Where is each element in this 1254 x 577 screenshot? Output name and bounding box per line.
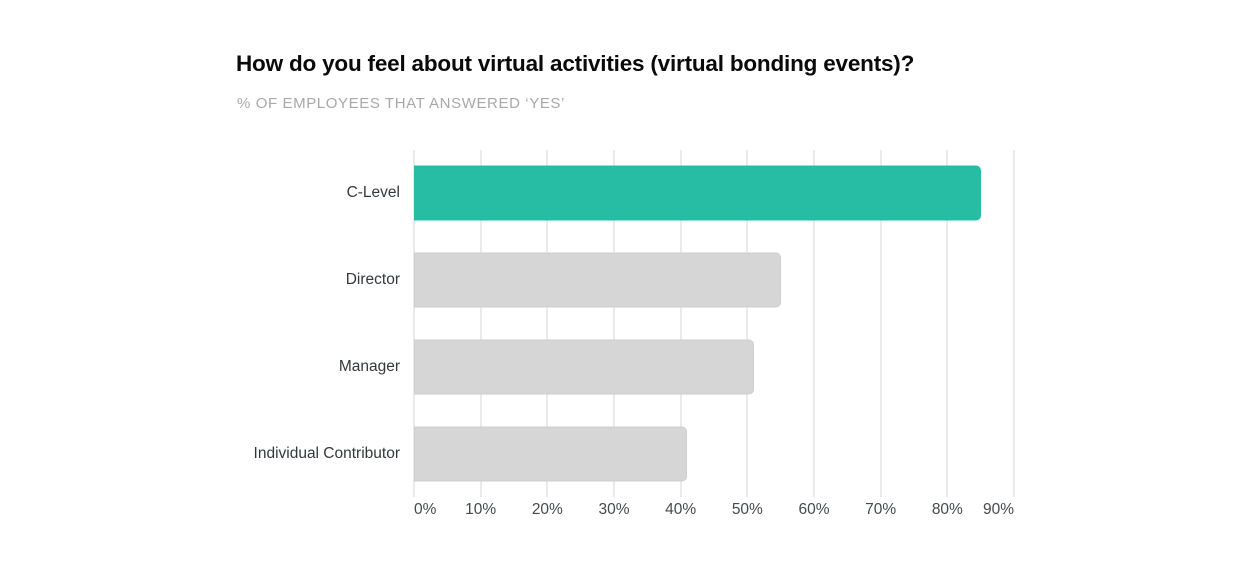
gridline-70% bbox=[879, 150, 882, 497]
chart-subtitle: % OF EMPLOYEES THAT ANSWERED ‘YES’ bbox=[237, 95, 565, 112]
gridline-50% bbox=[746, 150, 749, 497]
x-tick-label-90%: 90% bbox=[982, 501, 1014, 518]
gridline-10% bbox=[479, 150, 482, 497]
x-tick-label-0%: 0% bbox=[414, 501, 437, 518]
gridline-60% bbox=[813, 150, 815, 497]
bar-c-level bbox=[414, 165, 981, 221]
x-tick-label-60%: 60% bbox=[798, 501, 830, 518]
bar-individual-contributor bbox=[414, 426, 688, 482]
bar-row-director: Director bbox=[346, 237, 1014, 324]
gridline-40% bbox=[679, 150, 682, 497]
bar-row-individual-contributor: Individual Contributor bbox=[254, 410, 1014, 497]
bar-manager bbox=[414, 339, 754, 395]
bar-row-manager: Manager bbox=[339, 324, 1014, 411]
plot-area: C-Level Director Manager Individual Contrib… bbox=[254, 150, 1015, 497]
gridline-20% bbox=[546, 150, 549, 497]
category-label-director: Director bbox=[345, 271, 400, 289]
chart-title: How do you feel about virtual activities… bbox=[236, 51, 915, 76]
x-axis: 0% 10% 20% 30% 40% 50% 60% 70% 80% 90% bbox=[414, 501, 1014, 523]
x-tick-label-80%: 80% bbox=[931, 501, 963, 518]
bar-row-c-level: C-Level bbox=[347, 150, 1014, 237]
x-tick-label-50%: 50% bbox=[731, 501, 763, 518]
x-tick-label-10%: 10% bbox=[465, 501, 497, 518]
gridline-90% bbox=[1013, 150, 1015, 497]
category-label-individual-contributor: Individual Contributor bbox=[253, 444, 400, 462]
x-tick-label-70%: 70% bbox=[865, 501, 897, 518]
x-tick-label-20%: 20% bbox=[531, 501, 563, 518]
x-tick-label-30%: 30% bbox=[598, 501, 630, 518]
x-tick-label-40%: 40% bbox=[665, 501, 697, 518]
category-label-c-level: C-Level bbox=[346, 184, 400, 202]
gridline-0% bbox=[413, 150, 415, 497]
bar-director bbox=[414, 252, 781, 308]
gridline-30% bbox=[613, 150, 615, 497]
gridline-80% bbox=[946, 150, 949, 497]
category-label-manager: Manager bbox=[338, 357, 400, 375]
